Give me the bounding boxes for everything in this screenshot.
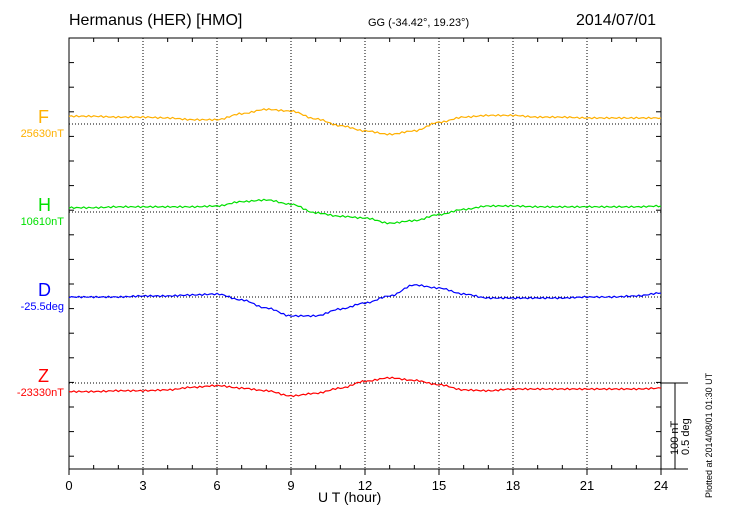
baseline-label-F: 25630nT: [20, 128, 64, 140]
x-tick-label: 12: [358, 478, 372, 493]
series-line-D: [68, 284, 662, 318]
series-line-F: [68, 108, 662, 136]
x-tick-label: 3: [139, 478, 146, 493]
x-tick-label: 6: [213, 478, 220, 493]
baseline-label-H: 10610nT: [20, 216, 64, 228]
series-line-Z: [68, 376, 662, 398]
series-name-D: D: [38, 280, 51, 300]
x-tick-label: 18: [506, 478, 520, 493]
station-coords: GG (-34.42°, 19.23°): [368, 17, 470, 29]
station-title: Hermanus (HER) [HMO]: [69, 12, 243, 29]
x-tick-label: 15: [432, 478, 446, 493]
series-name-Z: Z: [38, 366, 49, 386]
date-label: 2014/07/01: [576, 12, 657, 29]
x-tick-label: 21: [580, 478, 594, 493]
series-line-H: [68, 198, 662, 225]
x-tick-label: 24: [654, 478, 668, 493]
baseline-label-Z: -23330nT: [16, 387, 64, 399]
baseline-label-D: -25.5deg: [20, 301, 64, 313]
x-tick-label: 9: [287, 478, 294, 493]
series-name-H: H: [38, 195, 51, 215]
x-tick-label: 0: [65, 478, 72, 493]
series-name-F: F: [38, 107, 49, 127]
x-axis-label: U T (hour): [318, 489, 382, 505]
